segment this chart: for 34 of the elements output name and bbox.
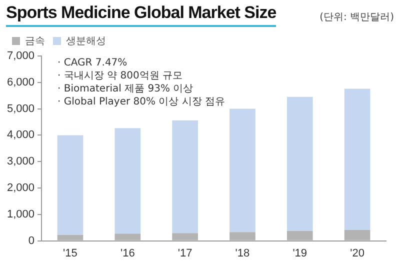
- legend-label: 생분해성: [66, 36, 106, 47]
- annotation: · Biomaterial 제품 93% 이상: [58, 84, 194, 95]
- bar: [172, 233, 198, 240]
- x-tick-label: '17: [178, 247, 192, 260]
- annotation: · 국내시장 약 800억원 규모: [58, 70, 183, 82]
- bar: [286, 96, 313, 232]
- x-tick-label: '18: [235, 247, 250, 260]
- y-tick-label: 7,000: [6, 50, 35, 62]
- y-tick-label: 5,000: [6, 102, 35, 115]
- annotation: · CAGR 7.47%: [58, 58, 128, 69]
- bar: [344, 230, 370, 240]
- bar: [286, 231, 313, 240]
- bar: [344, 88, 370, 230]
- y-tick-label: 0: [28, 234, 35, 247]
- x-tick-label: '20: [350, 247, 364, 260]
- x-tick-label: '15: [63, 247, 78, 260]
- bar: [57, 234, 84, 240]
- bar: [114, 128, 141, 234]
- y-tick-label: 2,000: [6, 182, 35, 194]
- y-tick-label: 3,000: [6, 156, 35, 168]
- y-axis-title: (단위: 백만달러): [320, 11, 394, 24]
- bar: [57, 135, 84, 235]
- x-tick-label: '19: [292, 247, 308, 260]
- bar: [230, 232, 256, 240]
- bar: [172, 120, 198, 234]
- y-tick-label: 6,000: [6, 76, 35, 88]
- chart-title: Sports Medicine Global Market Size: [6, 3, 276, 27]
- x-tick-label: '16: [120, 247, 135, 260]
- annotation: · Global Player 80% 이상 시장 점유: [58, 96, 226, 108]
- legend-label: 금속: [25, 36, 45, 47]
- bar: [114, 234, 141, 240]
- y-tick-label: 4,000: [6, 129, 35, 142]
- y-tick-label: 1,000: [6, 208, 35, 220]
- bar: [230, 108, 256, 232]
